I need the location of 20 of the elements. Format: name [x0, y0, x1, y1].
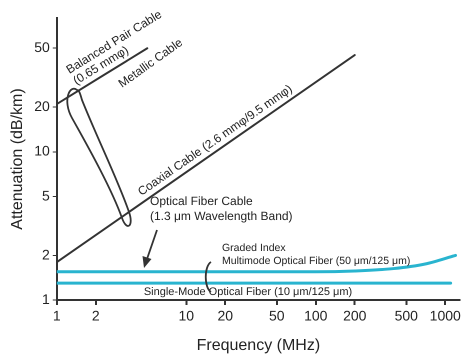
y-tick-label: 5 — [42, 187, 50, 204]
x-tick-label: 1 — [52, 307, 61, 324]
x-tick-label: 20 — [217, 307, 234, 324]
x-tick-label: 100 — [304, 307, 328, 324]
y-tick-label: 50 — [34, 39, 50, 56]
x-tick-label: 2 — [92, 307, 100, 324]
y-axis-title: Attenuation (dB/km) — [9, 88, 26, 230]
x-tick-label: 200 — [343, 307, 367, 324]
x-tick-label: 500 — [394, 307, 418, 324]
annotation: Optical Fiber Cable (1.3 μm Wavelength Band) — [150, 194, 293, 223]
y-tick-label: 10 — [34, 142, 50, 159]
x-axis-title: Frequency (MHz) — [196, 336, 320, 354]
y-tick-label: 20 — [34, 98, 50, 114]
x-tick-label: 50 — [268, 307, 285, 324]
y-tick-label: 2 — [42, 246, 50, 262]
series-label: Graded Index Multimode Optical Fiber (50 μm/125 μm) — [222, 242, 410, 267]
x-tick-label: 10 — [178, 307, 194, 324]
series-label: Single-Mode Optical Fiber (10 μm/125 μm) — [144, 286, 352, 298]
x-tick-label: 1000 — [430, 307, 462, 324]
y-tick-label: 1 — [42, 290, 50, 307]
